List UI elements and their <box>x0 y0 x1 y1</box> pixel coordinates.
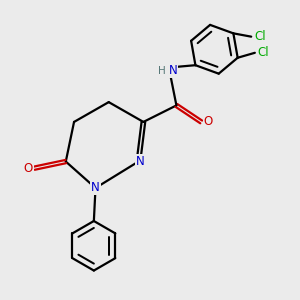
Text: Cl: Cl <box>254 30 266 43</box>
Text: N: N <box>169 64 178 76</box>
Text: H: H <box>158 66 165 76</box>
Text: O: O <box>24 162 33 175</box>
Text: N: N <box>136 155 145 168</box>
Text: Cl: Cl <box>258 46 269 59</box>
Text: O: O <box>204 116 213 128</box>
Text: N: N <box>91 182 100 194</box>
